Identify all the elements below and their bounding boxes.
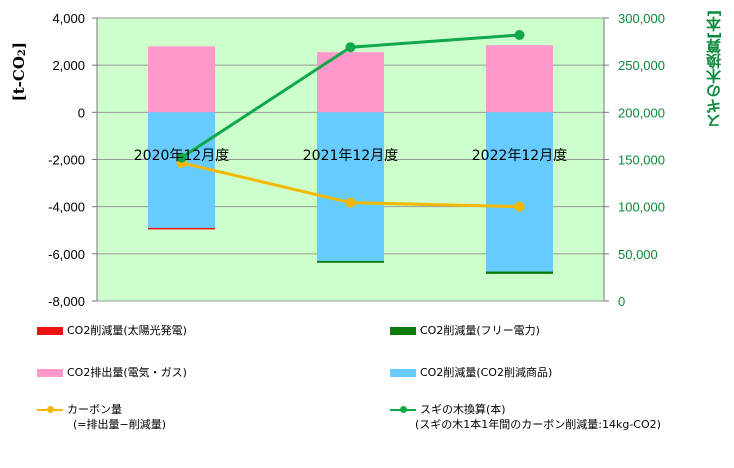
y-tick-label: 0 <box>78 105 85 120</box>
y-tick-label: -6,000 <box>48 247 85 262</box>
legend-swatch-free <box>390 327 416 335</box>
y-tick-label: 4,000 <box>52 11 85 26</box>
y-axis-title: [t-CO2] <box>10 42 28 102</box>
y2-tick-label: 150,000 <box>618 153 665 168</box>
y2-tick-label: 0 <box>618 294 625 309</box>
legend-swatch-solar <box>37 327 63 335</box>
left-axis: 4,000 2,000 0 -2,000 -4,000 -6,000 -8,000 <box>48 11 98 309</box>
y2-axis-title: スギの木換算[本] <box>705 10 723 129</box>
y-tick-label: 2,000 <box>52 58 85 73</box>
legend-label-solar: CO2削減量(太陽光発電) <box>67 324 187 337</box>
y2-tick-label: 300,000 <box>618 11 665 26</box>
legend-label-carbon: カーボン量 <box>67 403 122 416</box>
carbon-point <box>345 197 356 208</box>
cedar-point <box>514 29 525 40</box>
lines-group <box>176 29 525 212</box>
legend-marker-carbon <box>47 406 54 413</box>
legend-swatch-product <box>390 369 416 377</box>
bar-product-0 <box>148 112 215 228</box>
legend-label-cedar-note: (スギの木1本1年間のカーボン削減量:14kg-CO2) <box>415 418 661 431</box>
bar-free-2 <box>486 271 553 274</box>
y2-tick-label: 50,000 <box>618 247 658 262</box>
bar-product-1 <box>317 112 384 261</box>
category-labels: 2020年12月度 2021年12月度 2022年12月度 <box>134 148 567 164</box>
cedar-point <box>345 42 356 53</box>
legend-marker-cedar <box>400 406 407 413</box>
category-label: 2021年12月度 <box>303 148 398 164</box>
y-tick-label: -4,000 <box>48 200 85 215</box>
legend-label-emission: CO2排出量(電気・ガス) <box>67 366 187 379</box>
carbon-point <box>514 201 525 212</box>
y2-tick-label: 250,000 <box>618 58 665 73</box>
bar-solar-0 <box>148 227 215 230</box>
bar-emission-2 <box>486 45 553 113</box>
category-label: 2022年12月度 <box>472 148 567 164</box>
legend-swatch-emission <box>37 369 63 377</box>
y2-tick-label: 200,000 <box>618 105 665 120</box>
right-axis: 300,000 250,000 200,000 150,000 100,000 50,00… <box>603 11 665 309</box>
bars-group <box>148 45 553 274</box>
y-tick-label: -2,000 <box>48 153 85 168</box>
legend-label-cedar: スギの木換算(本) <box>420 403 506 416</box>
category-label: 2020年12月度 <box>134 148 229 164</box>
legend-label-product: CO2削減量(CO2削減商品) <box>420 366 553 379</box>
y-tick-label: -8,000 <box>48 294 85 309</box>
legend-label-carbon-note: (=排出量−削減量) <box>73 418 167 431</box>
legend-label-free: CO2削減量(フリー電力) <box>420 324 540 337</box>
cedar-point <box>176 152 187 163</box>
bar-free-1 <box>317 260 384 263</box>
bar-emission-0 <box>148 46 215 113</box>
y2-tick-label: 100,000 <box>618 200 665 215</box>
bar-product-2 <box>486 112 553 272</box>
